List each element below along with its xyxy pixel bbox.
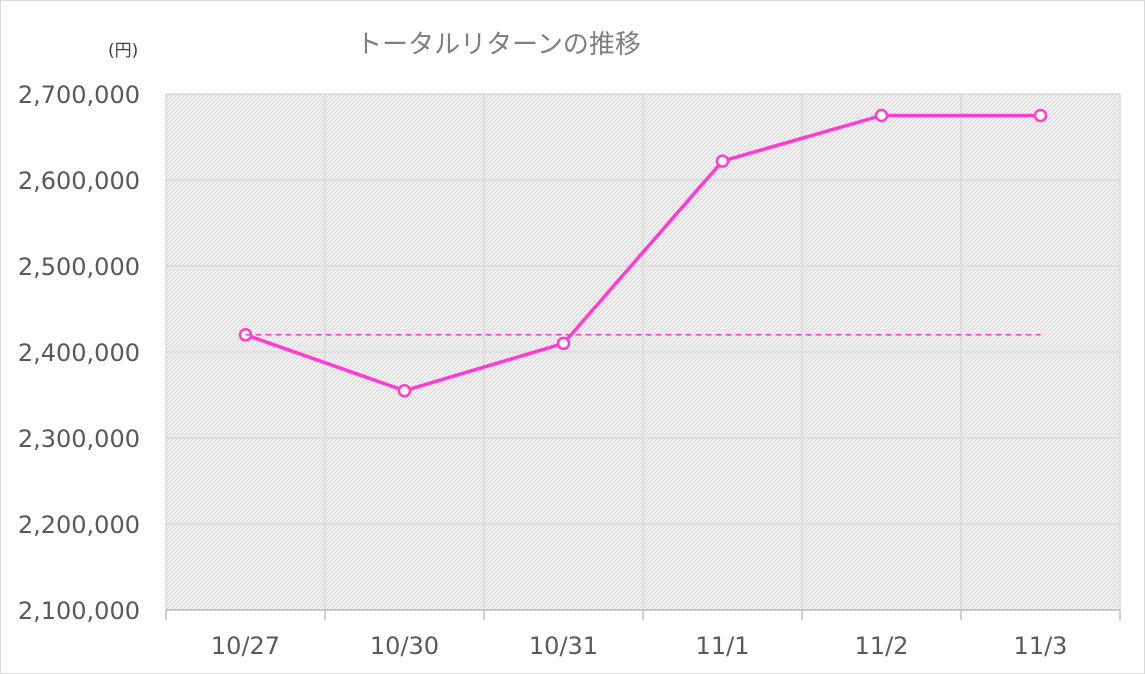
x-tick-label: 11/2 (855, 632, 909, 660)
y-tick-label: 2,400,000 (18, 339, 140, 367)
y-axis-ticks: 2,100,000 2,200,000 2,300,000 2,400,000 2,50… (18, 81, 140, 625)
x-tick-label: 10/31 (529, 632, 598, 660)
x-tick-label: 11/3 (1014, 632, 1068, 660)
chart-title: トータルリターンの推移 (0, 24, 1145, 61)
series-group (238, 108, 1048, 398)
data-point-marker (874, 108, 889, 123)
grid-lines (165, 93, 1121, 620)
y-tick-label: 2,200,000 (18, 511, 140, 539)
y-axis-unit-label: (円) (108, 41, 139, 61)
y-tick-label: 2,600,000 (18, 167, 140, 195)
data-point-marker (397, 383, 412, 398)
x-tick-label: 11/1 (696, 632, 750, 660)
data-point-marker (1033, 108, 1048, 123)
data-point-marker (556, 336, 571, 351)
chart-title-text: トータルリターンの推移 (356, 30, 641, 60)
x-axis-ticks: 10/27 10/30 10/31 11/1 11/2 11/3 (211, 632, 1068, 660)
y-tick-label: 2,700,000 (18, 81, 140, 109)
x-tick-label: 10/27 (211, 632, 280, 660)
y-tick-label: 2,500,000 (18, 253, 140, 281)
data-point-marker (715, 154, 730, 168)
y-tick-label: 2,100,000 (18, 597, 140, 625)
total-return-line (244, 113, 1041, 393)
x-tick-label: 10/30 (370, 632, 439, 660)
y-tick-label: 2,300,000 (18, 425, 140, 453)
